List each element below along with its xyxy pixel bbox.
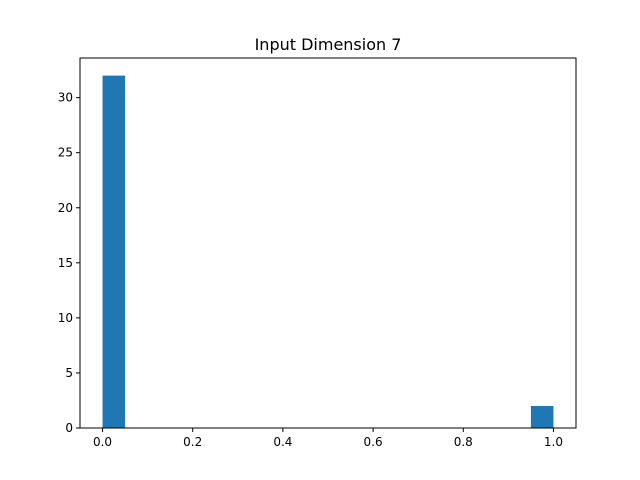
x-tick-label: 1.0 bbox=[544, 435, 563, 449]
x-tick-label: 0.8 bbox=[454, 435, 473, 449]
y-tick-label: 5 bbox=[65, 366, 73, 380]
x-tick-label: 0.6 bbox=[364, 435, 383, 449]
y-tick-label: 0 bbox=[65, 421, 73, 435]
histogram-bar bbox=[102, 75, 126, 428]
y-tick-label: 25 bbox=[58, 146, 73, 160]
y-tick-label: 20 bbox=[58, 201, 73, 215]
histogram-bar bbox=[530, 405, 554, 428]
chart-title: Input Dimension 7 bbox=[255, 35, 402, 54]
y-tick-label: 10 bbox=[58, 311, 73, 325]
x-tick-label: 0.2 bbox=[183, 435, 202, 449]
axes-frame bbox=[79, 57, 577, 429]
y-tick-label: 15 bbox=[58, 256, 73, 270]
y-tick-label: 30 bbox=[58, 91, 73, 105]
x-tick-label: 0.4 bbox=[273, 435, 292, 449]
x-tick-label: 0.0 bbox=[93, 435, 112, 449]
